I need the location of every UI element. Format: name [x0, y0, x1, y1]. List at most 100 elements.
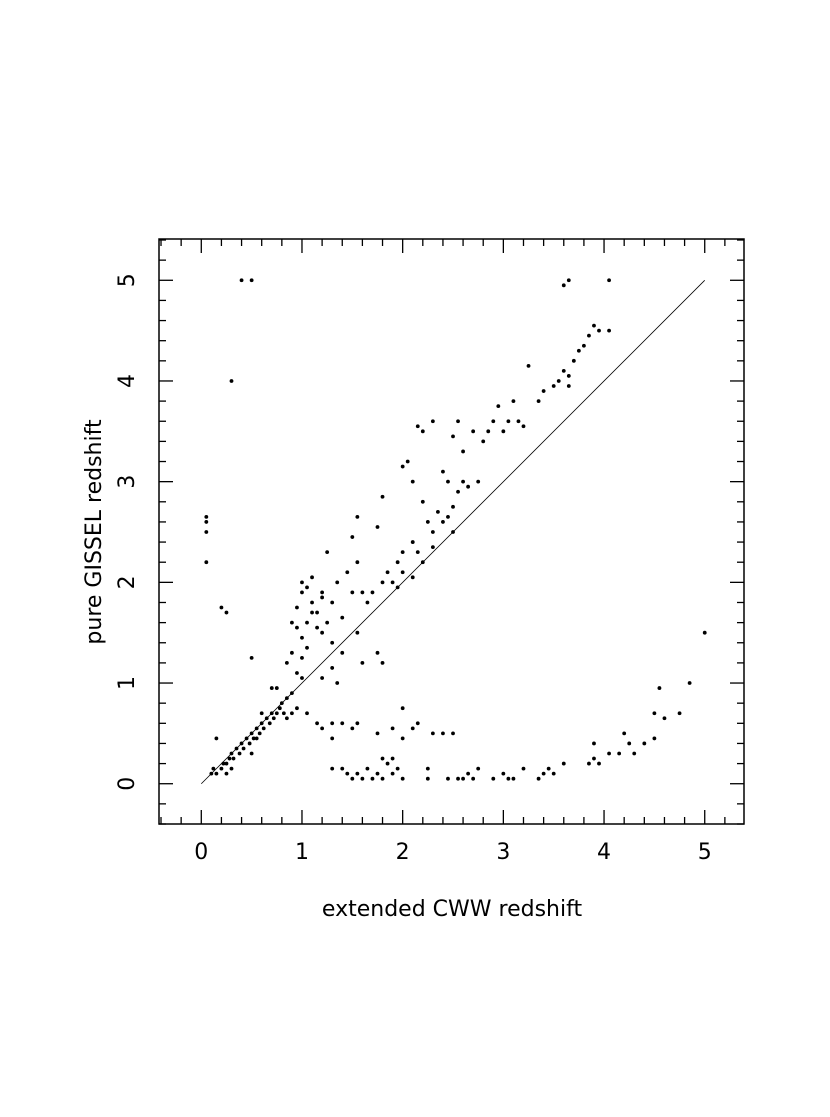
point: [471, 429, 476, 434]
point: [330, 766, 335, 771]
point: [340, 721, 345, 726]
point: [400, 776, 405, 781]
point: [254, 736, 259, 741]
point: [541, 771, 546, 776]
point: [420, 560, 425, 565]
point: [204, 515, 209, 519]
point: [400, 736, 405, 741]
point: [239, 278, 244, 283]
point: [335, 580, 340, 585]
point: [310, 600, 314, 605]
point: [571, 358, 576, 363]
point: [295, 671, 299, 675]
point: [244, 736, 249, 741]
point: [385, 570, 390, 575]
point: [219, 766, 224, 771]
y-tick-label: 4: [115, 374, 140, 388]
point: [476, 479, 481, 484]
point: [274, 686, 279, 690]
point: [420, 499, 425, 504]
point: [219, 605, 224, 610]
point: [224, 610, 229, 615]
point: [300, 590, 304, 595]
point: [284, 660, 289, 665]
point: [269, 686, 274, 690]
point: [241, 746, 246, 751]
point: [526, 363, 531, 368]
point: [237, 751, 242, 756]
y-tick-label: 5: [115, 273, 140, 287]
point: [375, 525, 380, 529]
point: [340, 650, 345, 655]
x-tick-label: 4: [597, 840, 611, 865]
point: [375, 650, 380, 655]
point: [617, 751, 622, 756]
point: [264, 716, 269, 721]
point: [214, 771, 219, 776]
point: [224, 771, 229, 776]
point: [400, 706, 405, 711]
point: [446, 515, 450, 519]
y-tick-label: 1: [115, 676, 140, 690]
point: [430, 545, 435, 550]
point: [259, 711, 264, 716]
point: [627, 741, 632, 746]
point: [310, 575, 314, 580]
point: [561, 761, 566, 766]
point: [556, 379, 561, 383]
point: [687, 681, 692, 685]
point: [516, 419, 521, 424]
point: [415, 424, 420, 429]
point: [380, 580, 385, 585]
point: [209, 771, 214, 776]
point: [587, 333, 591, 338]
point: [350, 535, 355, 539]
point: [395, 585, 400, 590]
x-tick-label: 2: [396, 840, 410, 865]
point: [295, 706, 299, 711]
point: [446, 479, 450, 484]
point: [652, 711, 657, 716]
point: [400, 550, 405, 555]
point: [456, 489, 460, 494]
point: [365, 600, 370, 605]
point: [261, 726, 266, 731]
point: [511, 399, 516, 404]
point: [345, 771, 350, 776]
point: [290, 620, 294, 625]
point: [300, 580, 304, 585]
point: [425, 520, 430, 524]
point: [541, 389, 546, 393]
point: [451, 504, 455, 509]
point: [231, 756, 236, 761]
point: [441, 469, 445, 474]
point: [239, 741, 244, 746]
point: [521, 424, 526, 429]
point: [229, 379, 234, 383]
point: [221, 761, 226, 766]
point: [380, 660, 385, 665]
point: [511, 776, 516, 781]
point: [320, 595, 325, 600]
point: [330, 736, 335, 741]
point: [481, 439, 486, 444]
point: [486, 429, 491, 434]
point: [355, 630, 360, 635]
y-tick-label: 3: [115, 475, 140, 489]
point: [340, 766, 345, 771]
point: [380, 756, 385, 761]
point: [305, 620, 309, 625]
point: [566, 278, 571, 283]
point: [204, 520, 209, 524]
point: [677, 711, 682, 716]
y-tick-label: 2: [115, 575, 140, 589]
point: [657, 686, 662, 690]
point: [305, 711, 309, 716]
point: [320, 590, 325, 595]
point: [330, 666, 335, 670]
point: [380, 776, 385, 781]
point: [229, 751, 234, 756]
point: [456, 419, 460, 424]
point: [360, 776, 365, 781]
point: [561, 283, 566, 288]
